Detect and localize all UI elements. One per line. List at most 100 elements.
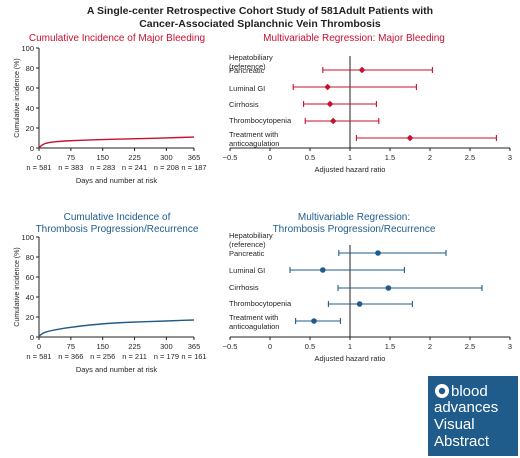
logo-word-abstract: Abstract xyxy=(434,433,490,450)
x-tick-label: −0.5 xyxy=(223,153,238,162)
chart-thrombosis-regression: Multivariable Regression:Thrombosis Prog… xyxy=(223,212,512,363)
x-tick-label: 0.5 xyxy=(305,342,315,351)
row-label: anticoagulation xyxy=(229,139,279,148)
x-tick-label: 1.5 xyxy=(385,342,395,351)
y-tick-label: 100 xyxy=(21,233,34,242)
logo-word-advances: advances xyxy=(434,399,498,416)
x-tick-label: 150 xyxy=(96,153,109,162)
hazard-ratio-point xyxy=(311,318,317,324)
y-tick-label: 20 xyxy=(26,313,34,322)
x-tick-label: 0 xyxy=(268,342,272,351)
x-tick-label: 300 xyxy=(160,342,173,351)
y-tick-label: 0 xyxy=(30,333,34,342)
logo-word-blood: blood xyxy=(451,383,488,400)
y-tick-label: 0 xyxy=(30,144,34,153)
x-tick-label: 225 xyxy=(128,342,141,351)
main-title-line-2: Cancer-Associated Splanchnic Vein Thromb… xyxy=(139,18,381,30)
at-risk-count: n = 187 xyxy=(181,163,206,172)
at-risk-count: n = 256 xyxy=(90,352,115,361)
x-axis-title: Days and number at risk xyxy=(76,176,158,185)
row-label: (reference) xyxy=(229,240,266,249)
x-tick-label: 0 xyxy=(268,153,272,162)
x-tick-label: 0.5 xyxy=(305,153,315,162)
chart-title-line: Multivariable Regression: Major Bleeding xyxy=(263,33,445,44)
x-tick-label: 75 xyxy=(67,153,75,162)
hazard-ratio-point xyxy=(324,83,331,91)
chart-title-line: Cumulative Incidence of Major Bleeding xyxy=(29,33,205,44)
y-axis-title: Cumulative incidence (%) xyxy=(14,58,21,137)
incidence-curve xyxy=(38,136,195,149)
y-tick-label: 60 xyxy=(26,273,34,282)
at-risk-count: n = 208 xyxy=(154,163,179,172)
row-label: Cirrhosis xyxy=(229,283,259,292)
hazard-ratio-point xyxy=(320,267,326,273)
x-tick-label: 150 xyxy=(96,342,109,351)
at-risk-count: n = 179 xyxy=(154,352,179,361)
x-tick-label: 0 xyxy=(37,153,41,162)
hazard-ratio-point xyxy=(375,250,381,256)
x-tick-label: 365 xyxy=(188,153,201,162)
x-tick-label: 365 xyxy=(188,342,201,351)
y-tick-label: 20 xyxy=(26,124,34,133)
blood-advances-logo: blood advances Visual Abstract xyxy=(428,376,518,456)
x-tick-label: 225 xyxy=(128,153,141,162)
at-risk-count: n = 241 xyxy=(122,163,147,172)
row-label: Pancreatic xyxy=(229,249,265,258)
hazard-ratio-point xyxy=(385,285,392,291)
chart-title-line: Cumulative Incidence of xyxy=(64,212,171,223)
y-tick-label: 60 xyxy=(26,84,34,93)
x-tick-label: −0.5 xyxy=(223,342,238,351)
x-axis-title: Adjusted hazard ratio xyxy=(315,165,386,174)
y-tick-label: 40 xyxy=(26,293,34,302)
x-tick-label: 2.5 xyxy=(465,342,475,351)
x-tick-label: 300 xyxy=(160,153,173,162)
chart-title-line: Thrombosis Progression/Recurrence xyxy=(273,224,436,235)
drop-icon-inner xyxy=(438,387,446,395)
hazard-ratio-point xyxy=(326,100,334,108)
row-label: Luminal GI xyxy=(229,84,265,93)
x-tick-label: 2.5 xyxy=(465,153,475,162)
row-label: Hepatobiliary xyxy=(229,231,273,240)
y-tick-label: 40 xyxy=(26,104,34,113)
row-label: Thrombocytopenia xyxy=(229,299,292,308)
row-label: Treatment with xyxy=(229,130,278,139)
row-label: (reference) xyxy=(229,62,266,71)
x-tick-label: 75 xyxy=(67,342,75,351)
x-tick-label: 1 xyxy=(348,342,352,351)
row-label: Luminal GI xyxy=(229,266,265,275)
x-tick-label: 2 xyxy=(428,342,432,351)
chart-major-bleeding-regression: Multivariable Regression: Major Bleeding… xyxy=(223,33,512,174)
x-axis-title: Adjusted hazard ratio xyxy=(315,354,386,363)
y-axis-title: Cumulative incidence (%) xyxy=(14,247,21,326)
x-tick-label: 1.5 xyxy=(385,153,395,162)
at-risk-count: n = 581 xyxy=(26,352,51,361)
row-label: Hepatobiliary xyxy=(229,53,273,62)
logo-word-visual: Visual xyxy=(434,416,475,433)
y-tick-label: 100 xyxy=(21,44,34,53)
row-label: anticoagulation xyxy=(229,322,279,331)
main-title-line-1: A Single-center Retrospective Cohort Stu… xyxy=(87,5,433,17)
chart-title-line: Thrombosis Progression/Recurrence xyxy=(36,224,199,235)
row-label: Treatment with xyxy=(229,313,278,322)
at-risk-count: n = 161 xyxy=(181,352,206,361)
at-risk-count: n = 383 xyxy=(58,163,83,172)
y-tick-label: 80 xyxy=(26,253,34,262)
row-label: Thrombocytopenia xyxy=(229,116,292,125)
hazard-ratio-point xyxy=(329,117,337,125)
x-tick-label: 3 xyxy=(508,153,512,162)
x-tick-label: 1 xyxy=(348,153,352,162)
chart-major-bleeding-incidence: Cumulative Incidence of Major Bleeding 0 2… xyxy=(14,33,207,185)
at-risk-count: n = 366 xyxy=(58,352,83,361)
hazard-ratio-point xyxy=(358,66,366,74)
incidence-curve xyxy=(38,319,195,338)
x-tick-label: 3 xyxy=(508,342,512,351)
hazard-ratio-point xyxy=(356,301,363,307)
x-tick-label: 0 xyxy=(37,342,41,351)
hazard-ratio-point xyxy=(406,134,414,142)
row-label: Cirrhosis xyxy=(229,100,259,109)
x-axis-title: Days and number at risk xyxy=(76,365,158,374)
at-risk-count: n = 581 xyxy=(26,163,51,172)
row-label: Pancreatic xyxy=(229,66,265,75)
